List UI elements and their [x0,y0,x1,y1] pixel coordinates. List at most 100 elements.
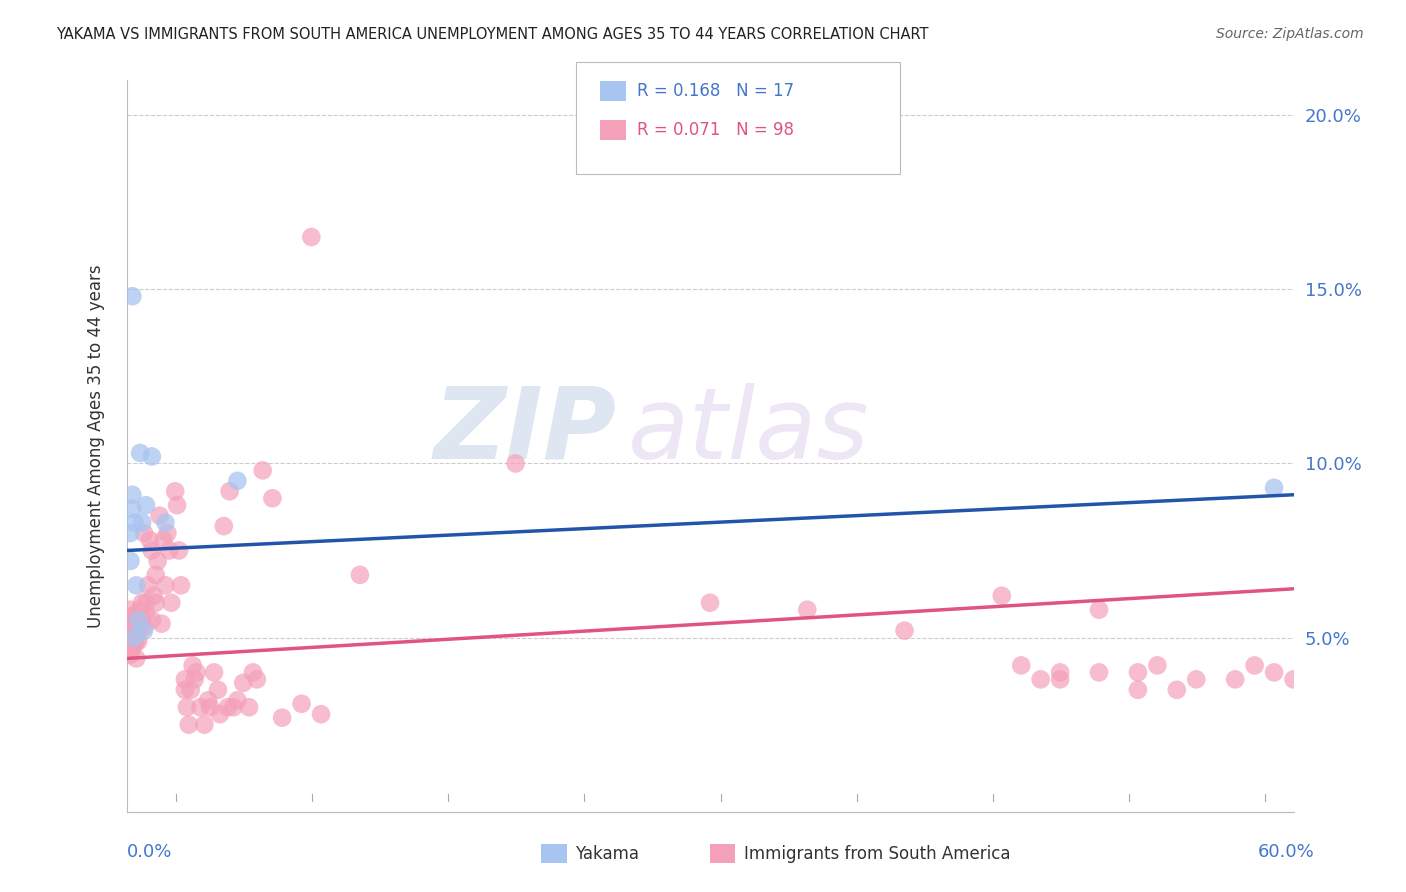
Point [226,474,249,488]
Text: R = 0.071   N = 98: R = 0.071 N = 98 [637,121,794,139]
Point [1166,682,1188,697]
Point [1263,665,1285,680]
Point [190,700,212,714]
Point [1010,658,1032,673]
Point [181,658,204,673]
Point [127,624,149,638]
Point [117,638,139,652]
Point [990,589,1012,603]
Text: 60.0%: 60.0% [1258,843,1315,861]
Point [120,631,142,645]
Point [1049,665,1071,680]
Point [132,620,155,634]
Point [170,578,193,592]
Point [131,613,153,627]
Point [124,638,146,652]
Point [120,648,142,662]
Point [252,463,274,477]
Text: Immigrants from South America: Immigrants from South America [744,845,1011,863]
Point [156,526,179,541]
Text: YAKAMA VS IMMIGRANTS FROM SOUTH AMERICA UNEMPLOYMENT AMONG AGES 35 TO 44 YEARS C: YAKAMA VS IMMIGRANTS FROM SOUTH AMERICA … [56,27,929,42]
Point [121,609,143,624]
Point [132,624,155,638]
Point [176,700,198,714]
Point [222,700,245,714]
Point [120,526,142,541]
Point [349,567,371,582]
Point [1049,673,1071,687]
Point [186,665,208,680]
Point [699,596,721,610]
Point [232,676,254,690]
Point [155,578,177,592]
Point [125,606,148,620]
Point [1126,665,1149,680]
Point [121,620,143,634]
Point [129,620,152,634]
Point [160,596,183,610]
Text: Yakama: Yakama [575,845,640,863]
Text: Source: ZipAtlas.com: Source: ZipAtlas.com [1216,27,1364,41]
Point [145,567,167,582]
Point [180,682,202,697]
Point [1029,673,1052,687]
Point [125,578,148,592]
Point [1263,481,1285,495]
Point [505,457,527,471]
Point [202,665,225,680]
Point [124,613,146,627]
Point [1282,673,1305,687]
Point [124,627,146,641]
Point [149,508,172,523]
Point [145,596,167,610]
Point [124,516,146,530]
Point [124,631,146,645]
Point [152,533,174,547]
Point [197,693,219,707]
Point [1185,673,1208,687]
Point [121,488,143,502]
Point [796,603,818,617]
Text: ZIP: ZIP [433,383,617,480]
Point [165,484,187,499]
Point [166,498,188,512]
Point [262,491,284,506]
Point [125,634,148,648]
Point [129,446,152,460]
Point [120,624,142,638]
Point [125,624,148,638]
Point [121,631,143,645]
Point [141,613,163,627]
Point [131,516,153,530]
Point [198,700,221,714]
Point [208,707,231,722]
Point [121,501,143,516]
Y-axis label: Unemployment Among Ages 35 to 44 years: Unemployment Among Ages 35 to 44 years [87,264,105,628]
Point [893,624,915,638]
Point [142,589,165,603]
Point [127,613,149,627]
Point [207,682,229,697]
Point [129,603,152,617]
Point [309,707,332,722]
Point [141,450,163,464]
Point [226,693,249,707]
Point [121,640,143,655]
Point [146,554,169,568]
Point [183,673,205,687]
Point [217,700,239,714]
Point [132,526,155,541]
Point [242,665,264,680]
Point [212,519,235,533]
Point [131,596,153,610]
Point [135,596,157,610]
Text: atlas: atlas [628,383,870,480]
Point [271,711,294,725]
Point [139,533,162,547]
Point [135,498,157,512]
Point [150,616,173,631]
Text: 0.0%: 0.0% [127,843,172,861]
Point [290,697,312,711]
Point [121,289,143,303]
Point [135,606,157,620]
